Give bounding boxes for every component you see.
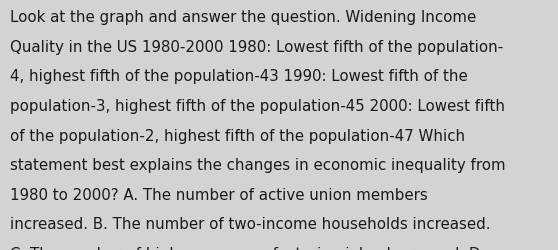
Text: Quality in the US 1980-2000 1980: Lowest fifth of the population-: Quality in the US 1980-2000 1980: Lowest… [10, 40, 503, 54]
Text: population-3, highest fifth of the population-45 2000: Lowest fifth: population-3, highest fifth of the popul… [10, 98, 505, 114]
Text: of the population-2, highest fifth of the population-47 Which: of the population-2, highest fifth of th… [10, 128, 465, 143]
Text: statement best explains the changes in economic inequality from: statement best explains the changes in e… [10, 158, 506, 172]
Text: 4, highest fifth of the population-43 1990: Lowest fifth of the: 4, highest fifth of the population-43 19… [10, 69, 468, 84]
Text: 1980 to 2000? A. The number of active union members: 1980 to 2000? A. The number of active un… [10, 187, 428, 202]
Text: increased. B. The number of two-income households increased.: increased. B. The number of two-income h… [10, 216, 490, 232]
Text: Look at the graph and answer the question. Widening Income: Look at the graph and answer the questio… [10, 10, 477, 25]
Text: C. The number of high-wage manufacturing jobs decreased. D.: C. The number of high-wage manufacturing… [10, 246, 485, 250]
